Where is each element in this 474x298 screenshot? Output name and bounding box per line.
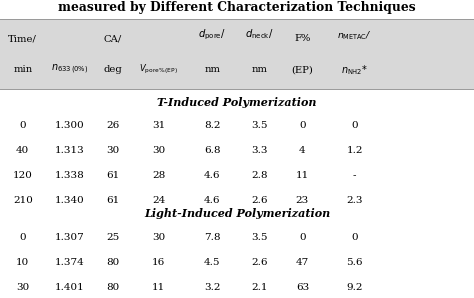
Text: 1.374: 1.374 xyxy=(55,258,85,267)
Text: 1.300: 1.300 xyxy=(55,121,85,131)
Text: 210: 210 xyxy=(13,195,33,205)
Text: 40: 40 xyxy=(16,146,29,155)
Text: 26: 26 xyxy=(106,121,119,131)
Text: 16: 16 xyxy=(152,258,165,267)
Text: -: - xyxy=(353,171,356,180)
Text: 80: 80 xyxy=(106,258,119,267)
Text: 30: 30 xyxy=(152,233,165,242)
Text: 2.8: 2.8 xyxy=(251,171,267,180)
Text: 0: 0 xyxy=(351,233,358,242)
Text: 31: 31 xyxy=(152,121,165,131)
Text: 30: 30 xyxy=(16,283,29,292)
Text: $V_{\rm pore\%\,(EP)}$: $V_{\rm pore\%\,(EP)}$ xyxy=(139,63,178,76)
Text: 0: 0 xyxy=(299,233,306,242)
Text: 1.340: 1.340 xyxy=(55,195,85,205)
Text: 47: 47 xyxy=(296,258,309,267)
Text: $n_{\rm METAC}$/: $n_{\rm METAC}$/ xyxy=(337,29,372,42)
Text: 2.6: 2.6 xyxy=(251,195,267,205)
Text: $n_{\rm NH2}$*: $n_{\rm NH2}$* xyxy=(341,63,368,77)
Text: 10: 10 xyxy=(16,258,29,267)
Text: CA/: CA/ xyxy=(104,35,122,44)
Text: nm: nm xyxy=(251,65,267,74)
Text: 28: 28 xyxy=(152,171,165,180)
Text: 3.5: 3.5 xyxy=(251,233,267,242)
Text: (EP): (EP) xyxy=(292,65,313,74)
Text: 30: 30 xyxy=(106,146,119,155)
Text: $d_{\rm pore}$/: $d_{\rm pore}$/ xyxy=(199,27,226,42)
Text: 63: 63 xyxy=(296,283,309,292)
Text: 0: 0 xyxy=(299,121,306,131)
Text: min: min xyxy=(13,65,32,74)
Text: F%: F% xyxy=(294,35,310,44)
Text: Light-Induced Polymerization: Light-Induced Polymerization xyxy=(144,208,330,219)
Text: 1.307: 1.307 xyxy=(55,233,85,242)
Text: 0: 0 xyxy=(19,233,26,242)
Text: 23: 23 xyxy=(296,195,309,205)
Text: T-Induced Polymerization: T-Induced Polymerization xyxy=(157,97,317,108)
Text: $n_{633\,(0\%)}$: $n_{633\,(0\%)}$ xyxy=(52,63,89,77)
Text: 61: 61 xyxy=(106,171,119,180)
Text: 11: 11 xyxy=(296,171,309,180)
Text: 25: 25 xyxy=(106,233,119,242)
FancyBboxPatch shape xyxy=(0,19,474,89)
Text: 1.313: 1.313 xyxy=(55,146,85,155)
Text: 120: 120 xyxy=(13,171,33,180)
Text: 4: 4 xyxy=(299,146,306,155)
Text: 80: 80 xyxy=(106,283,119,292)
Text: 24: 24 xyxy=(152,195,165,205)
Text: 0: 0 xyxy=(351,121,358,131)
Text: 1.2: 1.2 xyxy=(346,146,363,155)
Text: 1.338: 1.338 xyxy=(55,171,85,180)
Text: 61: 61 xyxy=(106,195,119,205)
Text: 6.8: 6.8 xyxy=(204,146,220,155)
Text: 2.3: 2.3 xyxy=(346,195,363,205)
Text: 4.6: 4.6 xyxy=(204,195,220,205)
Text: 3.5: 3.5 xyxy=(251,121,267,131)
Text: 3.2: 3.2 xyxy=(204,283,220,292)
Text: 11: 11 xyxy=(152,283,165,292)
Text: measured by Different Characterization Techniques: measured by Different Characterization T… xyxy=(58,1,416,15)
Text: deg: deg xyxy=(103,65,122,74)
Text: 2.6: 2.6 xyxy=(251,258,267,267)
Text: 4.5: 4.5 xyxy=(204,258,220,267)
Text: 0: 0 xyxy=(19,121,26,131)
Text: 5.6: 5.6 xyxy=(346,258,363,267)
Text: $d_{\rm neck}$/: $d_{\rm neck}$/ xyxy=(245,28,273,41)
Text: 30: 30 xyxy=(152,146,165,155)
Text: 1.401: 1.401 xyxy=(55,283,85,292)
Text: Time/: Time/ xyxy=(9,35,37,44)
Text: 3.3: 3.3 xyxy=(251,146,267,155)
Text: 2.1: 2.1 xyxy=(251,283,267,292)
Text: 9.2: 9.2 xyxy=(346,283,363,292)
Text: 7.8: 7.8 xyxy=(204,233,220,242)
Text: 4.6: 4.6 xyxy=(204,171,220,180)
Text: 8.2: 8.2 xyxy=(204,121,220,131)
Text: nm: nm xyxy=(204,65,220,74)
